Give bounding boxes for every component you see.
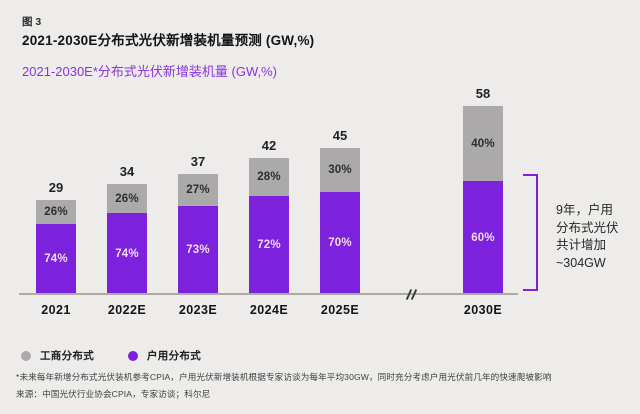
bar-2025E: 45 30% 70% 2025E bbox=[320, 128, 360, 317]
x-axis-line bbox=[19, 293, 518, 295]
bar-2021: 29 26% 74% 2021 bbox=[36, 180, 76, 317]
annotation-line: 分布式光伏 bbox=[556, 220, 619, 235]
segment-commercial: 30% bbox=[320, 148, 360, 192]
segment-percent-label: 28% bbox=[257, 171, 281, 183]
legend-label: 工商分布式 bbox=[40, 350, 94, 362]
segment-household: 72% bbox=[249, 196, 289, 294]
segment-percent-label: 72% bbox=[257, 239, 281, 251]
annotation-line: ~304GW bbox=[556, 255, 606, 270]
x-axis-label: 2025E bbox=[320, 303, 360, 317]
bar-2022E: 34 26% 74% 2022E bbox=[107, 164, 147, 317]
bar-total-label: 45 bbox=[332, 128, 348, 143]
legend: 工商分布式 户用分布式 bbox=[21, 348, 201, 363]
legend-item-commercial: 工商分布式 bbox=[21, 348, 94, 363]
segment-percent-label: 60% bbox=[471, 231, 495, 244]
footnotes: *未来每年新增分布式光伏装机参考CPIA，户用光伏新增装机根据专家访谈为每年平均… bbox=[16, 372, 628, 406]
bar-total-label: 58 bbox=[475, 86, 491, 101]
x-axis-label: 2022E bbox=[107, 303, 147, 317]
segment-commercial: 26% bbox=[36, 200, 76, 224]
segment-household: 74% bbox=[36, 224, 76, 294]
segment-commercial: 27% bbox=[178, 174, 218, 206]
annotation-text: 9年，户用 分布式光伏 共计增加 ~304GW bbox=[556, 202, 619, 272]
annotation-line: 共计增加 bbox=[556, 238, 607, 252]
segment-commercial: 40% bbox=[463, 106, 503, 181]
segment-household: 60% bbox=[463, 181, 503, 294]
segment-household: 73% bbox=[178, 206, 218, 294]
segment-percent-label: 27% bbox=[186, 184, 210, 196]
bar-total-label: 37 bbox=[190, 154, 206, 169]
segment-commercial: 26% bbox=[107, 184, 147, 213]
axis-break-icon bbox=[405, 288, 419, 302]
legend-item-household: 户用分布式 bbox=[128, 348, 201, 363]
segment-percent-label: 74% bbox=[44, 253, 68, 265]
segment-percent-label: 26% bbox=[115, 192, 139, 205]
bar-total-label: 34 bbox=[119, 164, 135, 179]
x-axis-label: 2030E bbox=[463, 303, 503, 317]
x-axis-label: 2021 bbox=[41, 303, 71, 317]
annotation-line: 9年，户用 bbox=[556, 203, 613, 217]
segment-household: 70% bbox=[320, 192, 360, 294]
segment-commercial: 28% bbox=[249, 158, 289, 196]
legend-dot-gray-icon bbox=[21, 350, 31, 361]
chart-subtitle: 2021-2030E*分布式光伏新增装机量 (GW,%) bbox=[22, 64, 278, 79]
x-axis-label: 2023E bbox=[178, 303, 218, 317]
bar-total-label: 42 bbox=[261, 138, 277, 153]
bar-2030E: 58 40% 60% 2030E bbox=[463, 86, 503, 317]
x-axis-label: 2024E bbox=[249, 303, 289, 317]
segment-percent-label: 26% bbox=[44, 206, 68, 218]
segment-percent-label: 40% bbox=[471, 137, 495, 150]
source-text: 来源：中国光伏行业协会CPIA，专家访谈；科尔尼 bbox=[16, 389, 211, 399]
bar-2023E: 37 27% 73% 2023E bbox=[178, 154, 218, 317]
legend-label: 户用分布式 bbox=[147, 350, 201, 362]
segment-percent-label: 70% bbox=[328, 237, 352, 249]
annotation-bracket bbox=[523, 174, 538, 291]
figure-number: 图 3 bbox=[22, 16, 42, 28]
segment-percent-label: 30% bbox=[328, 164, 352, 176]
segment-percent-label: 74% bbox=[115, 247, 139, 260]
figure-title: 2021-2030E分布式光伏新增装机量预测 (GW,%) bbox=[22, 33, 315, 48]
footnote-text: *未来每年新增分布式光伏装机参考CPIA，户用光伏新增装机根据专家访谈为每年平均… bbox=[16, 372, 552, 382]
bar-2024E: 42 28% 72% 2024E bbox=[249, 138, 289, 317]
legend-dot-purple-icon bbox=[128, 350, 138, 361]
segment-household: 74% bbox=[107, 213, 147, 294]
bar-total-label: 29 bbox=[48, 180, 64, 195]
segment-percent-label: 73% bbox=[186, 244, 210, 256]
